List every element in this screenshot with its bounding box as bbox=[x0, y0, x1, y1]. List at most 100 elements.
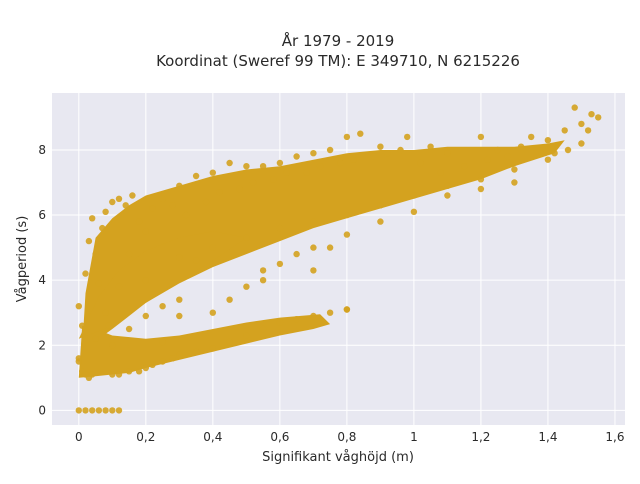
x-axis-ticks: 0 0,2 0,4 0,6 0,8 1 1,2 1,4 1,6 bbox=[75, 430, 625, 444]
scatter-point bbox=[142, 364, 149, 372]
scatter-point bbox=[89, 215, 96, 222]
scatter-point bbox=[564, 146, 572, 154]
scatter-point bbox=[310, 218, 317, 225]
chart-title-line1: År 1979 - 2019 bbox=[282, 31, 395, 50]
scatter-point bbox=[504, 153, 511, 160]
scatter-point bbox=[209, 309, 216, 316]
scatter-point bbox=[243, 332, 250, 339]
x-tick-label: 0,2 bbox=[136, 430, 155, 444]
scatter-point bbox=[129, 192, 136, 199]
scatter-points bbox=[75, 104, 602, 414]
scatter-point bbox=[85, 237, 93, 245]
scatter-point bbox=[561, 127, 568, 134]
scatter-point bbox=[142, 228, 149, 235]
scatter-point bbox=[176, 254, 183, 261]
scatter-point bbox=[115, 407, 123, 414]
scatter-point bbox=[159, 303, 166, 310]
scatter-point bbox=[202, 198, 210, 206]
x-tick-label: 0,8 bbox=[337, 430, 356, 444]
y-axis-title: Vågperiod (s) bbox=[15, 216, 30, 303]
scatter-point bbox=[209, 169, 216, 176]
scatter-point bbox=[578, 120, 585, 128]
y-tick-label: 2 bbox=[38, 338, 46, 352]
scatter-point bbox=[444, 192, 451, 199]
scatter-point bbox=[115, 371, 123, 378]
x-tick-label: 1 bbox=[410, 430, 418, 444]
scatter-point bbox=[249, 179, 257, 186]
scatter-point bbox=[135, 368, 143, 375]
scatter-point bbox=[75, 407, 83, 414]
scatter-point bbox=[571, 104, 578, 111]
scatter-point bbox=[511, 179, 518, 186]
scatter-point bbox=[92, 250, 99, 258]
scatter-point bbox=[169, 202, 176, 209]
scatter-point bbox=[259, 325, 267, 333]
scatter-point bbox=[310, 244, 317, 251]
scatter-point bbox=[343, 306, 351, 313]
scatter-point bbox=[243, 163, 250, 170]
x-tick-label: 0,6 bbox=[270, 430, 289, 444]
scatter-point bbox=[142, 277, 149, 284]
scatter-point bbox=[192, 257, 200, 264]
scatter-point bbox=[310, 150, 317, 157]
y-tick-label: 6 bbox=[38, 208, 46, 222]
scatter-point bbox=[370, 153, 377, 160]
scatter-point bbox=[538, 150, 545, 157]
scatter-point bbox=[293, 250, 300, 258]
scatter-point bbox=[377, 202, 384, 209]
scatter-point bbox=[192, 172, 200, 180]
scatter-point bbox=[89, 407, 96, 414]
scatter-point bbox=[115, 283, 123, 290]
scatter-point bbox=[102, 309, 109, 316]
scatter-point bbox=[544, 156, 552, 163]
scatter-point bbox=[528, 133, 535, 141]
x-axis-title: Signifikant våghöjd (m) bbox=[262, 450, 414, 465]
scatter-point bbox=[276, 159, 284, 167]
scatter-point bbox=[310, 312, 317, 320]
scatter-point bbox=[92, 335, 99, 342]
scatter-point bbox=[75, 355, 83, 362]
scatter-point bbox=[276, 224, 284, 232]
scatter-point bbox=[326, 244, 334, 251]
scatter-point bbox=[102, 208, 109, 215]
chart-title-line2: Koordinat (Sweref 99 TM): E 349710, N 62… bbox=[156, 52, 520, 70]
main-point-band bbox=[80, 140, 565, 377]
scatter-point bbox=[551, 150, 558, 157]
scatter-point bbox=[444, 150, 451, 157]
scatter-point bbox=[109, 198, 116, 206]
scatter-point bbox=[149, 361, 156, 368]
scatter-point bbox=[122, 202, 129, 209]
lower-point-band bbox=[78, 314, 331, 378]
scatter-point bbox=[182, 211, 190, 219]
scatter-point bbox=[544, 137, 552, 144]
scatter-point bbox=[343, 231, 351, 238]
scatter-point bbox=[461, 163, 468, 170]
data-cloud bbox=[78, 140, 565, 378]
scatter-point bbox=[159, 338, 166, 346]
scatter-point bbox=[226, 159, 233, 167]
scatter-point bbox=[209, 345, 216, 352]
scatter-point bbox=[584, 127, 592, 134]
y-tick-label: 8 bbox=[38, 143, 46, 157]
scatter-point bbox=[115, 195, 123, 202]
x-tick-label: 0,4 bbox=[203, 430, 222, 444]
scatter-point bbox=[159, 358, 166, 365]
scatter-point bbox=[176, 312, 183, 320]
y-tick-label: 0 bbox=[38, 403, 46, 417]
swell-point-band bbox=[78, 231, 247, 339]
scatter-point bbox=[377, 218, 384, 225]
scatter-point bbox=[293, 316, 300, 323]
scatter-point bbox=[95, 407, 103, 414]
scatter-point bbox=[95, 280, 103, 287]
scatter-point bbox=[259, 267, 267, 274]
scatter-point bbox=[109, 407, 116, 414]
scatter-point bbox=[383, 150, 391, 157]
scatter-point bbox=[595, 114, 602, 121]
scatter-point bbox=[79, 322, 86, 329]
scatter-point bbox=[326, 146, 334, 154]
scatter-point bbox=[316, 163, 324, 170]
scatter-point bbox=[477, 176, 485, 183]
x-tick-label: 1,4 bbox=[538, 430, 557, 444]
scatter-point bbox=[477, 133, 485, 141]
scatter-point bbox=[192, 348, 200, 355]
